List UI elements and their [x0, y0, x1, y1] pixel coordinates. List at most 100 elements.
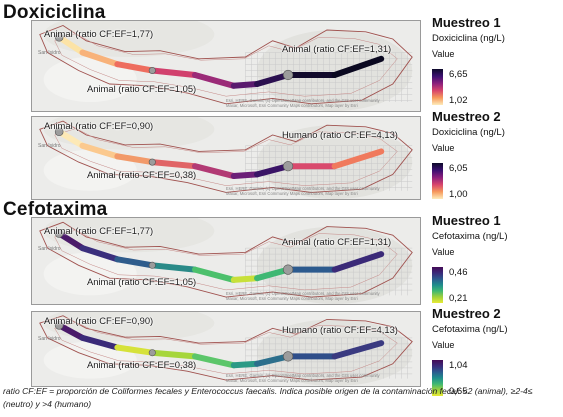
legend-variable: Doxiciclina (ng/L)	[432, 33, 505, 44]
map-canvas-4	[32, 312, 420, 386]
place-label: San Isidro	[38, 143, 61, 150]
legend-color-ramp	[432, 360, 443, 396]
ratio-annotation: Animal (ratio CF:EF=0,38)	[87, 359, 197, 370]
river-segment	[149, 67, 198, 78]
map-credit: Esri, HERE, Garmin, (c) OpenStreetMap co…	[226, 291, 380, 301]
river-segment	[56, 34, 86, 56]
map-canvas-2	[32, 117, 420, 199]
map-credit: Esri, HERE, Garmin, (c) OpenStreetMap co…	[226, 186, 380, 196]
map-panel-3: San Isidro Esri, HERE, Garmin, (c) OpenSt…	[31, 217, 421, 305]
sampling-point-marker	[148, 66, 156, 74]
legend-min: 0,65	[449, 386, 468, 397]
legend-variable: Cefotaxima (ng/L)	[432, 324, 508, 335]
section-title-cefotaxima: Cefotaxima	[3, 199, 108, 220]
river-segment	[79, 142, 121, 160]
legend-4: Muestreo 2 Cefotaxima (ng/L) Value 1,04 0,65	[432, 306, 560, 398]
sampling-point-marker	[54, 229, 64, 238]
sampling-point-marker	[282, 69, 294, 81]
river-segment	[114, 61, 156, 74]
legend-value-label: Value	[432, 49, 455, 59]
river-segment	[114, 153, 156, 166]
legend-max: 0,46	[449, 267, 468, 278]
legend-value-label: Value	[432, 143, 455, 153]
river-segment	[149, 349, 198, 360]
sampling-point-marker	[282, 161, 294, 172]
legend-title: Muestreo 2	[432, 109, 501, 124]
legend-1: Muestreo 1 Doxiciclina (ng/L) Value 6,65 1,0…	[432, 15, 560, 107]
legend-variable: Doxiciclina (ng/L)	[432, 127, 505, 138]
river-segment	[79, 334, 121, 351]
ratio-annotation: Animal (ratio CF:EF=1,31)	[282, 236, 392, 247]
river-segment	[230, 171, 261, 180]
sampling-point-marker	[282, 351, 294, 362]
legend-max: 6,05	[449, 163, 468, 174]
legend-color-ramp	[432, 69, 443, 105]
sampling-point-marker	[54, 127, 64, 137]
legend-3: Muestreo 1 Cefotaxima (ng/L) Value 0,46 0,21	[432, 213, 560, 305]
river-segment	[56, 128, 86, 149]
catchment-outline	[39, 315, 413, 381]
river-segment	[230, 81, 261, 89]
river-segment	[114, 256, 156, 269]
legend-value-label: Value	[432, 247, 455, 257]
sampling-point-marker	[148, 158, 156, 166]
legend-max: 6,65	[449, 69, 468, 80]
legend-2: Muestreo 2 Doxiciclina (ng/L) Value 6,05 1,0…	[432, 109, 560, 201]
river-segment	[149, 262, 198, 273]
legend-title: Muestreo 2	[432, 306, 501, 321]
legend-color-ramp	[432, 163, 443, 199]
river-segment	[254, 72, 292, 87]
legend-min: 1,00	[449, 189, 468, 200]
map-canvas-3	[32, 218, 420, 304]
ratio-annotation: Humano (ratio CF:EF=4,13)	[282, 324, 398, 335]
catchment-outline	[39, 221, 413, 298]
ratio-annotation: Humano (ratio CF:EF=4,13)	[282, 129, 398, 140]
sampling-point-marker	[54, 32, 64, 42]
ratio-annotation: Animal (ratio CF:EF=1,05)	[87, 83, 197, 94]
footnote: ratio CF:EF = proporción de Coliformes f…	[3, 386, 533, 409]
legend-title: Muestreo 1	[432, 15, 501, 30]
river-segment	[230, 360, 261, 369]
place-label: San Isidro	[38, 245, 61, 252]
legend-min: 1,02	[449, 95, 468, 106]
ratio-annotation: Animal (ratio CF:EF=1,77)	[44, 28, 154, 39]
legend-color-ramp	[432, 267, 443, 303]
river-segment	[56, 322, 86, 341]
river-segment	[79, 245, 121, 263]
ratio-annotation: Animal (ratio CF:EF=1,31)	[282, 43, 392, 54]
legend-value-label: Value	[432, 340, 455, 350]
catchment-outline	[39, 24, 413, 105]
river-segment	[230, 275, 261, 283]
river-segment	[56, 230, 86, 252]
sampling-point-marker	[148, 261, 156, 269]
ratio-annotation: Animal (ratio CF:EF=1,77)	[44, 225, 154, 236]
section-title-doxiciclina: Doxiciclina	[3, 2, 106, 23]
ratio-annotation: Animal (ratio CF:EF=0,38)	[87, 169, 197, 180]
map-panel-4: San Isidro Esri, HERE, Garmin, (c) OpenSt…	[31, 311, 421, 387]
river-segment	[191, 353, 237, 369]
legend-variable: Cefotaxima (ng/L)	[432, 231, 508, 242]
map-credit: Esri, HERE, Garmin, (c) OpenStreetMap co…	[226, 373, 380, 383]
place-label: San Isidro	[38, 335, 61, 342]
legend-max: 1,04	[449, 360, 468, 371]
legend-title: Muestreo 1	[432, 213, 501, 228]
river-segment	[191, 72, 237, 89]
map-credit: Esri, HERE, Garmin, (c) OpenStreetMap co…	[226, 98, 380, 108]
ratio-annotation: Animal (ratio CF:EF=1,05)	[87, 276, 197, 287]
river-segment	[331, 148, 385, 170]
river-segment	[331, 251, 385, 273]
river-segment	[254, 353, 292, 367]
river-segment	[79, 49, 121, 68]
ratio-annotation: Animal (ratio CF:EF=0,90)	[44, 120, 154, 131]
map-panel-1: San Isidro Esri, HERE, Garmin, (c) OpenSt…	[31, 20, 421, 112]
river-segment	[331, 55, 385, 78]
river-segment	[254, 266, 292, 282]
legend-min: 0,21	[449, 293, 468, 304]
map-canvas-1	[32, 21, 420, 111]
place-label: San Isidro	[38, 49, 61, 56]
ratio-annotation: Animal (ratio CF:EF=0,90)	[44, 315, 154, 326]
river-segment	[114, 344, 156, 356]
river-segment	[331, 340, 385, 360]
river-segment	[254, 163, 292, 178]
sampling-point-marker	[148, 349, 156, 357]
